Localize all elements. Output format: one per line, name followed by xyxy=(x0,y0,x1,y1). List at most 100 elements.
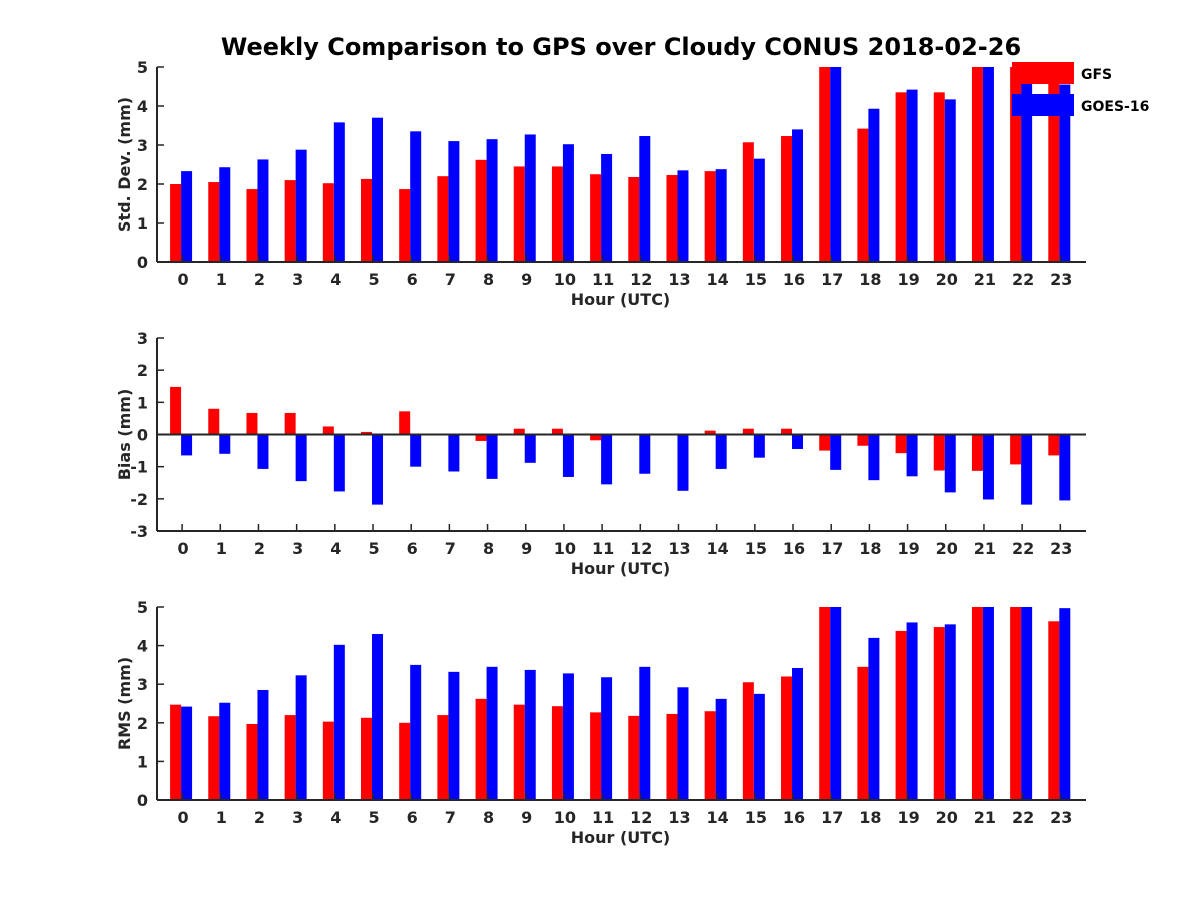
bar-std-gfs-15 xyxy=(742,142,754,262)
bar-std-goes16-3 xyxy=(295,149,307,262)
bar-bias-goes16-2 xyxy=(257,434,269,469)
bar-bias-gfs-9 xyxy=(513,428,525,435)
bar-rms-goes16-3 xyxy=(295,675,307,800)
legend-label-goes16: GOES-16 xyxy=(1081,99,1149,115)
bar-std-goes16-2 xyxy=(257,159,269,262)
bar-rms-gfs-22 xyxy=(1010,607,1022,800)
x-tick-label-std: 16 xyxy=(783,270,805,289)
bar-bias-goes16-5 xyxy=(372,434,384,505)
bar-std-goes16-13 xyxy=(677,170,689,262)
bar-bias-goes16-13 xyxy=(677,434,689,491)
x-tick-label-std: 1 xyxy=(216,270,227,289)
legend-swatch-gfs xyxy=(1012,62,1074,84)
bar-rms-gfs-4 xyxy=(322,721,334,800)
x-tick-label-std: 9 xyxy=(521,270,532,289)
x-tick-label-std: 7 xyxy=(445,270,456,289)
bar-rms-goes16-19 xyxy=(906,622,918,800)
y-tick-label-std: 4 xyxy=(137,97,148,116)
bar-rms-gfs-15 xyxy=(742,682,754,800)
x-tick-label-rms: 11 xyxy=(592,808,614,827)
x-tick-label-std: 20 xyxy=(936,270,958,289)
y-tick-label-std: 1 xyxy=(137,214,148,233)
bar-rms-gfs-7 xyxy=(437,715,449,800)
bar-rms-goes16-4 xyxy=(333,644,345,800)
legend-swatch-goes16 xyxy=(1012,94,1074,116)
x-tick-label-rms: 18 xyxy=(859,808,881,827)
bar-rms-gfs-6 xyxy=(399,722,411,800)
bar-bias-gfs-8 xyxy=(475,434,487,441)
bar-std-gfs-9 xyxy=(513,166,525,262)
bar-bias-goes16-15 xyxy=(753,434,765,458)
y-tick-label-std: 0 xyxy=(137,253,148,272)
x-tick-label-rms: 6 xyxy=(407,808,418,827)
bar-bias-gfs-6 xyxy=(399,411,411,435)
bar-std-gfs-17 xyxy=(819,67,831,262)
y-tick-label-bias: 3 xyxy=(137,329,148,348)
x-tick-label-bias: 23 xyxy=(1050,539,1072,558)
x-axis-label-std: Hour (UTC) xyxy=(571,290,671,309)
bar-std-goes16-7 xyxy=(448,141,460,262)
x-tick-label-bias: 0 xyxy=(178,539,189,558)
x-tick-label-bias: 11 xyxy=(592,539,614,558)
bar-std-goes16-12 xyxy=(639,136,651,262)
bar-rms-goes16-8 xyxy=(486,666,498,800)
x-axis-label-bias: Hour (UTC) xyxy=(571,559,671,578)
bar-rms-gfs-17 xyxy=(819,607,831,800)
bar-std-gfs-7 xyxy=(437,176,449,262)
legend-label-gfs: GFS xyxy=(1081,67,1112,83)
bar-rms-goes16-21 xyxy=(982,607,994,800)
bar-rms-gfs-23 xyxy=(1048,621,1060,800)
x-tick-label-rms: 15 xyxy=(745,808,767,827)
x-tick-label-std: 17 xyxy=(821,270,843,289)
bar-bias-goes16-12 xyxy=(639,434,651,474)
bar-bias-goes16-3 xyxy=(295,434,307,482)
bar-std-goes16-14 xyxy=(715,169,727,262)
x-tick-label-rms: 21 xyxy=(974,808,996,827)
bar-rms-gfs-20 xyxy=(933,627,945,800)
y-tick-label-bias: -3 xyxy=(130,522,148,541)
x-tick-label-bias: 10 xyxy=(554,539,576,558)
bar-rms-goes16-9 xyxy=(524,669,536,800)
bar-bias-goes16-17 xyxy=(830,434,842,470)
bar-std-gfs-19 xyxy=(895,92,907,262)
bar-std-goes16-17 xyxy=(830,67,842,262)
bars-rms xyxy=(170,607,1071,800)
x-tick-label-bias: 3 xyxy=(292,539,303,558)
bar-rms-gfs-1 xyxy=(208,716,220,800)
bar-rms-goes16-11 xyxy=(601,677,613,800)
x-tick-label-bias: 22 xyxy=(1012,539,1034,558)
y-tick-label-bias: -1 xyxy=(130,458,148,477)
bar-std-gfs-3 xyxy=(284,180,296,262)
bar-bias-gfs-3 xyxy=(284,412,296,435)
bar-bias-gfs-0 xyxy=(170,386,182,435)
bar-std-gfs-4 xyxy=(322,183,334,262)
x-tick-label-std: 18 xyxy=(859,270,881,289)
bar-bias-goes16-23 xyxy=(1059,434,1071,501)
bar-std-gfs-11 xyxy=(590,174,602,262)
x-axis-label-rms: Hour (UTC) xyxy=(571,828,671,847)
x-tick-label-rms: 4 xyxy=(330,808,341,827)
bar-rms-goes16-1 xyxy=(219,702,231,800)
bar-bias-goes16-8 xyxy=(486,434,498,479)
x-tick-label-bias: 9 xyxy=(521,539,532,558)
bar-bias-goes16-7 xyxy=(448,434,460,472)
bar-bias-gfs-19 xyxy=(895,434,907,454)
bar-std-goes16-15 xyxy=(753,158,765,262)
x-tick-label-rms: 5 xyxy=(368,808,379,827)
bar-std-gfs-8 xyxy=(475,159,487,262)
x-tick-label-rms: 13 xyxy=(668,808,690,827)
x-tick-label-std: 3 xyxy=(292,270,303,289)
bar-bias-goes16-9 xyxy=(524,434,536,463)
bar-std-gfs-12 xyxy=(628,176,640,262)
bar-std-gfs-22 xyxy=(1010,67,1022,262)
y-tick-label-rms: 3 xyxy=(137,675,148,694)
bar-std-gfs-5 xyxy=(361,178,373,262)
bar-rms-gfs-21 xyxy=(971,607,983,800)
bar-rms-goes16-13 xyxy=(677,687,689,800)
y-tick-label-bias: 0 xyxy=(137,426,148,445)
bar-rms-gfs-11 xyxy=(590,712,602,800)
bar-bias-gfs-22 xyxy=(1010,434,1022,465)
y-tick-label-rms: 2 xyxy=(137,714,148,733)
x-tick-label-std: 21 xyxy=(974,270,996,289)
x-tick-label-bias: 19 xyxy=(897,539,919,558)
